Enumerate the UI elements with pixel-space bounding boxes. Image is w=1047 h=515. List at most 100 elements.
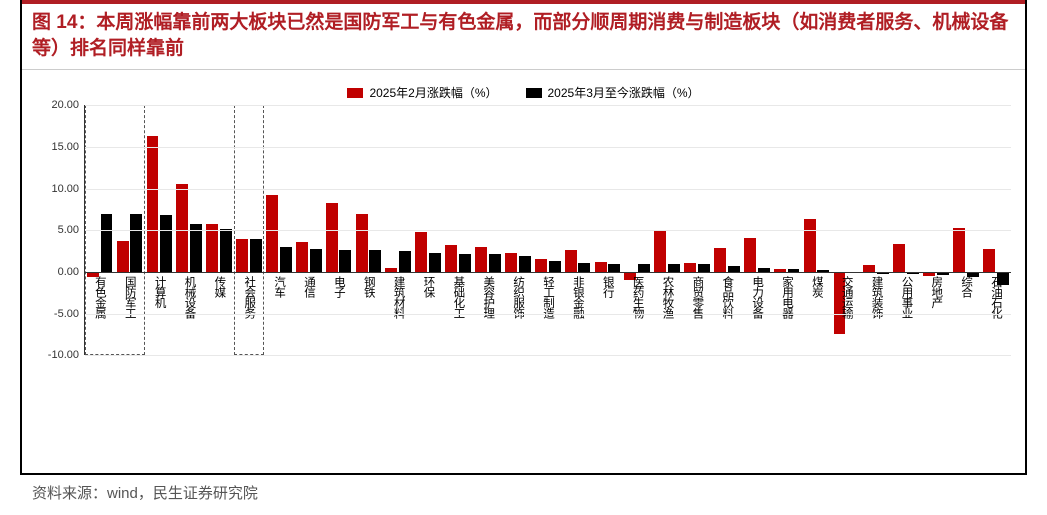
figure-title-bar: 图 14：本周涨幅靠前两大板块已然是国防军工与有色金属，而部分顺周期消费与制造板… <box>22 0 1025 70</box>
figure-title-text: 本周涨幅靠前两大板块已然是国防军工与有色金属，而部分顺周期消费与制造板块（如消费… <box>32 12 1008 59</box>
x-tick-label: 轻工制造 <box>540 272 556 318</box>
y-tick-label: -10.00 <box>48 349 85 361</box>
bar <box>369 250 381 272</box>
bar <box>220 229 232 272</box>
x-tick-label: 石油石化 <box>988 272 1004 318</box>
bar <box>310 249 322 272</box>
bar <box>296 242 308 272</box>
bar <box>863 265 875 272</box>
bar <box>356 214 368 272</box>
y-tick-label: 15.00 <box>51 141 85 153</box>
x-tick-label: 建筑材料 <box>391 272 407 318</box>
x-tick-label: 商贸零售 <box>689 272 705 318</box>
x-tick-label: 有色金属 <box>92 272 108 318</box>
bar <box>804 219 816 272</box>
bar <box>744 238 756 272</box>
bar <box>101 214 113 272</box>
bar <box>130 214 142 272</box>
bar <box>953 228 965 272</box>
bar <box>893 244 905 272</box>
bar <box>698 264 710 272</box>
chart-area: 2025年2月涨跌幅（%） 2025年3月至今涨跌幅（%） 有色金属国防军工计算机… <box>22 70 1025 450</box>
legend-swatch <box>347 88 363 98</box>
bar <box>250 239 262 272</box>
y-tick-label: 10.00 <box>51 183 85 195</box>
bar <box>714 248 726 272</box>
legend-swatch <box>526 88 542 98</box>
bar <box>595 262 607 272</box>
bar <box>535 259 547 272</box>
axis-zero-line <box>85 272 1011 273</box>
bar <box>399 251 411 272</box>
legend-label: 2025年2月涨跌幅（%） <box>369 84 497 101</box>
y-tick-label: 20.00 <box>51 99 85 111</box>
x-tick-label: 钢铁 <box>361 272 377 297</box>
bar <box>489 254 501 272</box>
grid-line <box>85 355 1011 356</box>
x-tick-label: 机械设备 <box>182 272 198 318</box>
x-tick-label: 美容护理 <box>480 272 496 318</box>
x-tick-label: 社会服务 <box>241 272 257 318</box>
chart-plot: 有色金属国防军工计算机机械设备传媒社会服务汽车通信电子钢铁建筑材料环保基础化工美… <box>84 105 1011 355</box>
bar <box>608 264 620 272</box>
grid-line <box>85 189 1011 190</box>
x-tick-label: 电力设备 <box>749 272 765 318</box>
x-tick-label: 汽车 <box>271 272 287 297</box>
grid-line <box>85 105 1011 106</box>
bar <box>549 261 561 272</box>
x-tick-label: 计算机 <box>152 272 168 308</box>
grid-line <box>85 147 1011 148</box>
bar <box>638 264 650 272</box>
bar <box>326 203 338 272</box>
x-tick-label: 综合 <box>958 272 974 297</box>
x-tick-label: 通信 <box>301 272 317 297</box>
bar <box>654 230 666 272</box>
bar <box>147 136 159 272</box>
legend-item: 2025年3月至今涨跌幅（%） <box>526 84 700 101</box>
figure-number: 图 14： <box>32 12 96 33</box>
x-tick-label: 煤炭 <box>809 272 825 297</box>
bar <box>578 263 590 272</box>
x-tick-label: 建筑装饰 <box>869 272 885 318</box>
x-tick-label: 电子 <box>331 272 347 297</box>
x-tick-label: 农林牧渔 <box>659 272 675 318</box>
x-tick-label: 非银金融 <box>570 272 586 318</box>
bar <box>684 263 696 272</box>
bar <box>668 264 680 272</box>
x-tick-label: 环保 <box>421 272 437 297</box>
legend-label: 2025年3月至今涨跌幅（%） <box>548 84 700 101</box>
x-tick-label: 家用电器 <box>779 272 795 318</box>
figure-container: 图 14：本周涨幅靠前两大板块已然是国防军工与有色金属，而部分顺周期消费与制造板… <box>20 0 1027 475</box>
x-tick-label: 基础化工 <box>450 272 466 318</box>
bar <box>505 253 517 272</box>
x-tick-label: 食品饮料 <box>719 272 735 318</box>
x-tick-label: 公用事业 <box>898 272 914 318</box>
bar <box>176 184 188 272</box>
x-tick-label: 房地产 <box>928 272 944 308</box>
x-tick-label: 银行 <box>600 272 616 297</box>
source-label: 资料来源：wind，民生证券研究院 <box>32 482 258 503</box>
grid-line <box>85 230 1011 231</box>
y-tick-label: 0.00 <box>58 266 85 278</box>
y-tick-label: -5.00 <box>54 308 85 320</box>
figure-title: 图 14：本周涨幅靠前两大板块已然是国防军工与有色金属，而部分顺周期消费与制造板… <box>32 10 1015 61</box>
bar <box>236 239 248 272</box>
y-tick-label: 5.00 <box>58 224 85 236</box>
bar <box>117 241 129 272</box>
x-tick-label: 交通运输 <box>839 272 855 318</box>
chart-legend: 2025年2月涨跌幅（%） 2025年3月至今涨跌幅（%） <box>32 78 1015 105</box>
bar <box>983 249 995 272</box>
bar <box>459 254 471 272</box>
bar <box>266 195 278 272</box>
bar <box>280 247 292 272</box>
x-tick-label: 传媒 <box>211 272 227 297</box>
bar <box>565 250 577 272</box>
bar <box>339 250 351 272</box>
x-tick-label: 纺织服饰 <box>510 272 526 318</box>
bar <box>415 232 427 272</box>
bar <box>445 245 457 272</box>
bar <box>160 215 172 272</box>
x-tick-label: 医药生物 <box>630 272 646 318</box>
x-tick-label: 国防军工 <box>122 272 138 318</box>
legend-item: 2025年2月涨跌幅（%） <box>347 84 497 101</box>
